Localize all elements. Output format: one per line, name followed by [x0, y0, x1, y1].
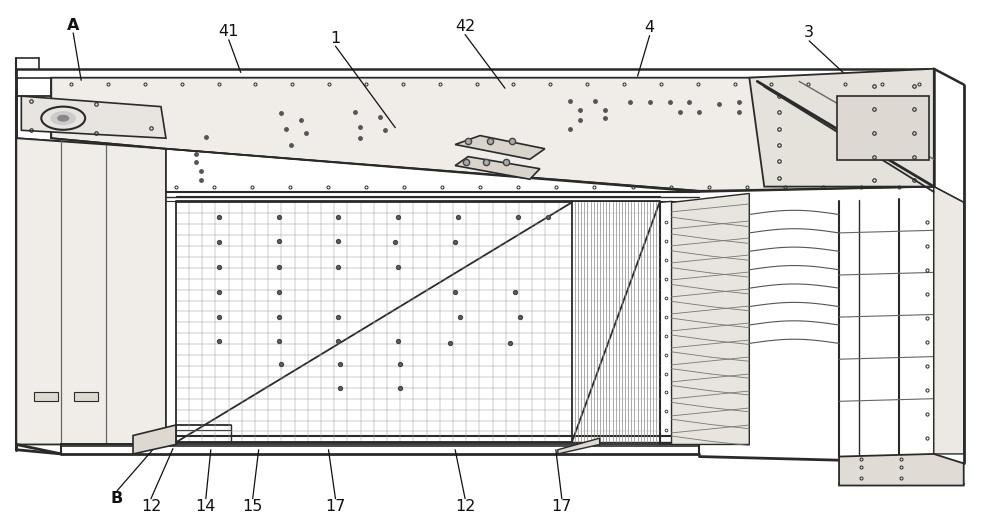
Bar — [34, 392, 58, 402]
Circle shape — [58, 115, 69, 121]
Polygon shape — [176, 203, 572, 442]
Text: 12: 12 — [141, 499, 161, 514]
Text: 42: 42 — [455, 19, 475, 34]
Circle shape — [51, 112, 75, 124]
Text: 4: 4 — [645, 20, 655, 35]
Text: 3: 3 — [804, 25, 814, 40]
Text: 17: 17 — [552, 499, 572, 514]
Polygon shape — [839, 454, 964, 486]
Polygon shape — [837, 96, 929, 160]
Polygon shape — [51, 78, 934, 192]
Text: 41: 41 — [219, 24, 239, 39]
Text: 1: 1 — [330, 31, 341, 45]
Text: 17: 17 — [325, 499, 346, 514]
Text: A: A — [67, 17, 79, 33]
Bar — [74, 392, 98, 402]
Text: 12: 12 — [455, 499, 475, 514]
Polygon shape — [455, 157, 540, 179]
Polygon shape — [16, 138, 166, 444]
Polygon shape — [672, 194, 749, 444]
Polygon shape — [133, 425, 176, 454]
Polygon shape — [749, 69, 934, 187]
Polygon shape — [21, 96, 166, 138]
Text: 14: 14 — [196, 499, 216, 514]
Text: 15: 15 — [243, 499, 263, 514]
Polygon shape — [934, 187, 964, 454]
Text: B: B — [111, 491, 123, 506]
Polygon shape — [16, 69, 964, 463]
Polygon shape — [455, 135, 545, 159]
Polygon shape — [572, 203, 660, 442]
Polygon shape — [558, 438, 600, 454]
